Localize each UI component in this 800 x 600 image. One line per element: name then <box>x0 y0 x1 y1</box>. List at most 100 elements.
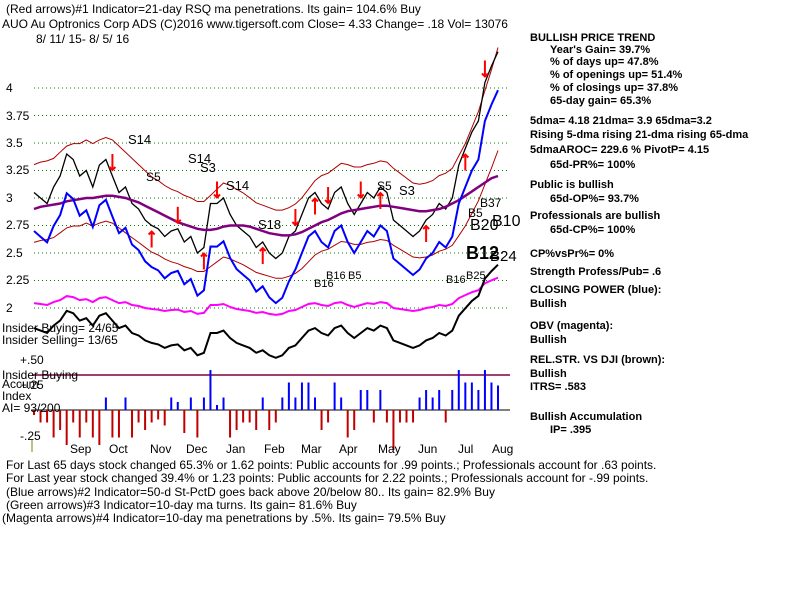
ai-label: AI= 93/200 <box>2 401 61 415</box>
signal-label: B16 <box>326 270 346 282</box>
ma-direction: Rising 5-dma rising 21-dma rising 65-dma <box>530 129 749 141</box>
signal-arrow-head <box>174 219 182 225</box>
signal-label: S14 <box>226 178 250 193</box>
footer-65-day: For Last 65 days stock changed 65.3% or … <box>6 458 657 472</box>
accum-plus-50: +.50 <box>20 353 44 367</box>
signal-arrow-head <box>324 199 332 205</box>
signal-arrow-head <box>461 153 470 159</box>
signal-arrow-head <box>376 191 385 197</box>
y-tick: 2.25 <box>6 273 30 287</box>
index-label: Index <box>2 389 32 403</box>
accum-minus-25: -.25 <box>20 429 41 443</box>
signal-label: B25 <box>466 270 486 282</box>
closing-power-label: CLOSING POWER (blue): <box>530 284 662 296</box>
x-tick-label: Apr <box>339 442 358 456</box>
obv-label: OBV (magenta): <box>530 320 614 332</box>
moving-averages: 5dma= 4.18 21dma= 3.9 65dma=3.2 <box>530 115 712 127</box>
professionals-status: Professionals are bullish <box>530 210 661 222</box>
signal-label: S14 <box>188 151 212 166</box>
y-tick: 3.25 <box>6 163 30 177</box>
rel-strength-line <box>33 263 499 359</box>
signal-label: B10 <box>492 213 521 230</box>
signal-label: B37 <box>480 196 502 210</box>
aroc-pivot: 5dmaAROC= 229.6 % PivotP= 4.15 <box>530 144 710 156</box>
y-tick: 3.75 <box>6 109 30 123</box>
signal-arrow-head <box>291 221 300 227</box>
indicator-lines <box>33 47 499 359</box>
signal-label: B12 <box>466 243 500 263</box>
y-tick: 2.5 <box>6 246 23 260</box>
x-tick-label: Jul <box>458 442 474 456</box>
price-line <box>33 51 499 260</box>
accumulation-status: Bullish Accumulation <box>530 411 643 423</box>
y-tick: 3.5 <box>6 136 23 150</box>
x-tick-label: Jun <box>418 442 438 456</box>
signal-label: B24 <box>490 248 517 265</box>
upper-band <box>33 47 499 211</box>
accum-label: Accum <box>2 377 39 391</box>
y-tick: 2 <box>6 301 13 315</box>
rel-strength-status: Bullish <box>530 368 567 380</box>
rel-strength-label: REL.STR. VS DJI (brown): <box>530 354 666 366</box>
insider-buying-count: Insider Buying= 24/65 <box>2 321 119 335</box>
years-gain: Year's Gain= 39.7% <box>550 44 651 56</box>
header-date-range: 8/ 11/ 15- 8/ 5/ 16 <box>36 32 130 46</box>
footer-green-arrows: (Green arrows)#3 Indicator=10-day ma tur… <box>6 498 357 512</box>
signal-label: S3 <box>200 160 216 175</box>
ip-value: IP= .395 <box>550 424 592 436</box>
ma-65-line <box>33 174 499 237</box>
signal-label: S3 <box>399 183 415 198</box>
signal-label: S5 <box>146 170 161 184</box>
days-up: % of days up= 47.8% <box>550 56 659 68</box>
accum-plus-25: +.25 <box>20 378 44 392</box>
y-tick: 3 <box>6 191 13 205</box>
signal-arrow-head <box>481 72 489 78</box>
closings-up: % of closings up= 37.8% <box>550 82 679 94</box>
x-tick-label: Feb <box>264 442 285 456</box>
x-tick-label: Mar <box>301 442 322 456</box>
x-tick-label: Jan <box>226 442 246 456</box>
signal-label: B16 <box>446 274 466 286</box>
header-ticker-line: AUO Au Optronics Corp ADS (C)2016 www.ti… <box>2 17 508 31</box>
obv-line <box>33 276 499 316</box>
lower-band <box>33 150 499 279</box>
insider-selling-count: Insider Selling= 13/65 <box>2 333 118 347</box>
accumulation-bars <box>33 370 499 450</box>
insider-buying-label: Insider Buying <box>2 368 79 382</box>
signal-label: S14 <box>128 132 152 147</box>
header-indicator-1: (Red arrows)#1 Indicator=21-day RSQ ma p… <box>6 2 421 16</box>
closing-power-line <box>33 89 499 305</box>
cp-percent: 65d-CP%= 100% <box>550 224 636 236</box>
cp-vs-pr: CP%vsPr%= 0% <box>530 248 615 260</box>
footer-blue-arrows: (Blue arrows)#2 Indicator=50-d St-PctD g… <box>6 485 495 499</box>
signal-arrow-head <box>200 252 208 258</box>
signal-arrow-head <box>422 224 430 230</box>
x-tick-label: Dec <box>186 442 208 456</box>
x-tick-label: Sep <box>70 442 92 456</box>
x-tick-label: Aug <box>492 442 514 456</box>
closing-power-status: Bullish <box>530 298 567 310</box>
strength-ratio: Strength Profess/Pub= .6 <box>530 266 662 278</box>
signal-arrow-head <box>147 230 156 236</box>
y-tick: 2.75 <box>6 218 30 232</box>
obv-status: Bullish <box>530 334 567 346</box>
y-tick: 4 <box>6 81 13 95</box>
trend-title: BULLISH PRICE TREND <box>530 32 656 44</box>
op-percent: 65d-OP%= 93.7% <box>550 193 639 205</box>
signal-arrows <box>108 60 489 270</box>
signal-arrow-head <box>259 246 267 252</box>
signal-arrow-head <box>357 193 365 199</box>
footer-magenta-arrows: (Magenta arrows)#4 Indicator=10-day ma p… <box>2 511 446 525</box>
sixty-five-day-gain: 65-day gain= 65.3% <box>550 95 652 107</box>
price-grid <box>34 87 510 309</box>
signal-label: B5 <box>468 206 483 220</box>
footer-year: For Last year stock changed 39.4% or 1.2… <box>6 471 649 485</box>
signal-label: S18 <box>258 217 282 232</box>
signal-arrow-head <box>213 193 221 199</box>
public-status: Public is bullish <box>530 179 614 191</box>
x-tick-label: Oct <box>109 442 128 456</box>
signal-label: S5 <box>377 179 392 193</box>
openings-up: % of openings up= 51.4% <box>550 69 683 81</box>
x-tick-label: Nov <box>150 442 172 456</box>
